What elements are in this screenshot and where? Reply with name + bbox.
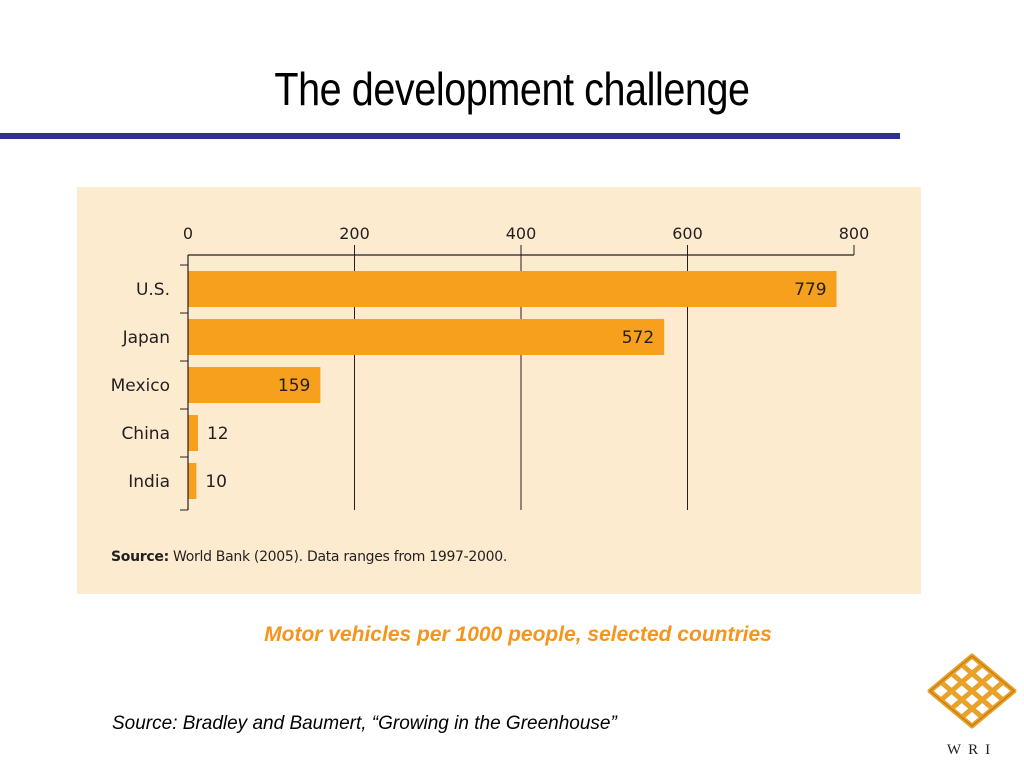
title-rule: [0, 133, 900, 139]
data-label: 779: [794, 280, 826, 300]
axes: [180, 245, 855, 511]
chart-caption: Motor vehicles per 1000 people, selected…: [264, 623, 772, 646]
bar-india: [188, 463, 197, 499]
x-tick-label: 600: [672, 224, 703, 243]
category-label: U.S.: [136, 280, 170, 300]
bar-china: [188, 415, 198, 451]
x-tick-label: 400: [506, 224, 537, 243]
x-tick-label: 0: [183, 224, 193, 243]
category-label: Japan: [122, 328, 170, 348]
x-tick-label: 800: [839, 224, 870, 243]
wri-logo-icon: [927, 653, 1017, 729]
data-label: 12: [207, 424, 229, 444]
chart-source-text: World Bank (2005). Data ranges from 1997…: [173, 549, 507, 565]
chart-source: Source: World Bank (2005). Data ranges f…: [111, 549, 507, 565]
wri-logo-text: WRI: [946, 742, 998, 758]
data-label: 10: [205, 472, 227, 492]
bar-mexico: [188, 367, 321, 403]
bar-chart: 0 200 400 600 800 U.S. 779 Japan 572 Mexico 159 Chi…: [111, 224, 870, 511]
category-label: China: [121, 424, 170, 444]
bar-japan: [188, 319, 665, 355]
data-label: 572: [622, 328, 654, 348]
data-label: 159: [278, 376, 310, 396]
bar-us: [188, 271, 837, 307]
chart-panel: 0 200 400 600 800 U.S. 779 Japan 572 Mexico 159 Chi…: [77, 187, 921, 594]
category-label: Mexico: [111, 376, 170, 396]
bars: [188, 271, 837, 499]
slide-title: The development challenge: [274, 63, 750, 115]
category-label: India: [128, 472, 170, 492]
chart-source-label: Source:: [111, 549, 169, 565]
slide-source: Source: Bradley and Baumert, “Growing in…: [112, 713, 617, 734]
labels: 0 200 400 600 800 U.S. 779 Japan 572 Mexico 159 Chi…: [111, 224, 870, 492]
x-tick-label: 200: [339, 224, 370, 243]
